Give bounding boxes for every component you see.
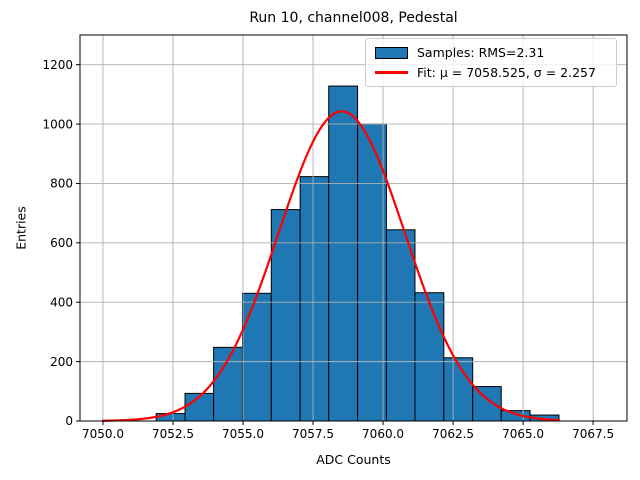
- y-tick-label: 1200: [42, 58, 73, 72]
- y-tick-label: 400: [50, 295, 73, 309]
- x-tick-label: 7067.5: [572, 427, 614, 441]
- histogram-bar: [241, 292, 272, 422]
- x-tick-label: 7050.0: [82, 427, 124, 441]
- x-tick-label: 7052.5: [152, 427, 194, 441]
- histogram-bar: [414, 292, 445, 422]
- y-tick-label: 800: [50, 177, 73, 191]
- x-tick-label: 7065.0: [502, 427, 544, 441]
- y-tick-label: 200: [50, 355, 73, 369]
- histogram-swatch-icon: [375, 46, 408, 59]
- x-tick-label: 7060.0: [362, 427, 404, 441]
- y-axis-label: Entries: [13, 206, 29, 250]
- histogram-bar: [184, 392, 215, 422]
- y-tick-label: 1000: [42, 117, 73, 131]
- histogram-bar: [385, 229, 416, 422]
- x-axis-label: ADC Counts: [316, 452, 391, 467]
- y-tick-label: 600: [50, 236, 73, 250]
- y-tick-label: 0: [65, 414, 73, 428]
- histogram-bar: [328, 85, 359, 422]
- histogram-bar: [472, 386, 502, 422]
- legend: Samples: RMS=2.31 Fit: μ = 7058.525, σ =…: [365, 38, 617, 87]
- histogram-bar: [443, 357, 474, 422]
- x-tick-label: 7055.0: [222, 427, 264, 441]
- axes-spines: [79, 34, 628, 422]
- legend-item-fit: Fit: μ = 7058.525, σ = 2.257: [375, 63, 608, 83]
- fit-line-icon: [375, 71, 408, 74]
- legend-item-samples: Samples: RMS=2.31: [375, 43, 608, 63]
- histogram-bar: [155, 413, 186, 422]
- fit-curve: [101, 110, 561, 422]
- x-tick-label: 7057.5: [292, 427, 334, 441]
- x-tick-label: 7062.5: [432, 427, 474, 441]
- legend-label-fit: Fit: μ = 7058.525, σ = 2.257: [417, 64, 596, 80]
- legend-label-samples: Samples: RMS=2.31: [417, 45, 545, 61]
- histogram-bar: [299, 176, 330, 422]
- chart-title: Run 10, channel008, Pedestal: [249, 10, 458, 26]
